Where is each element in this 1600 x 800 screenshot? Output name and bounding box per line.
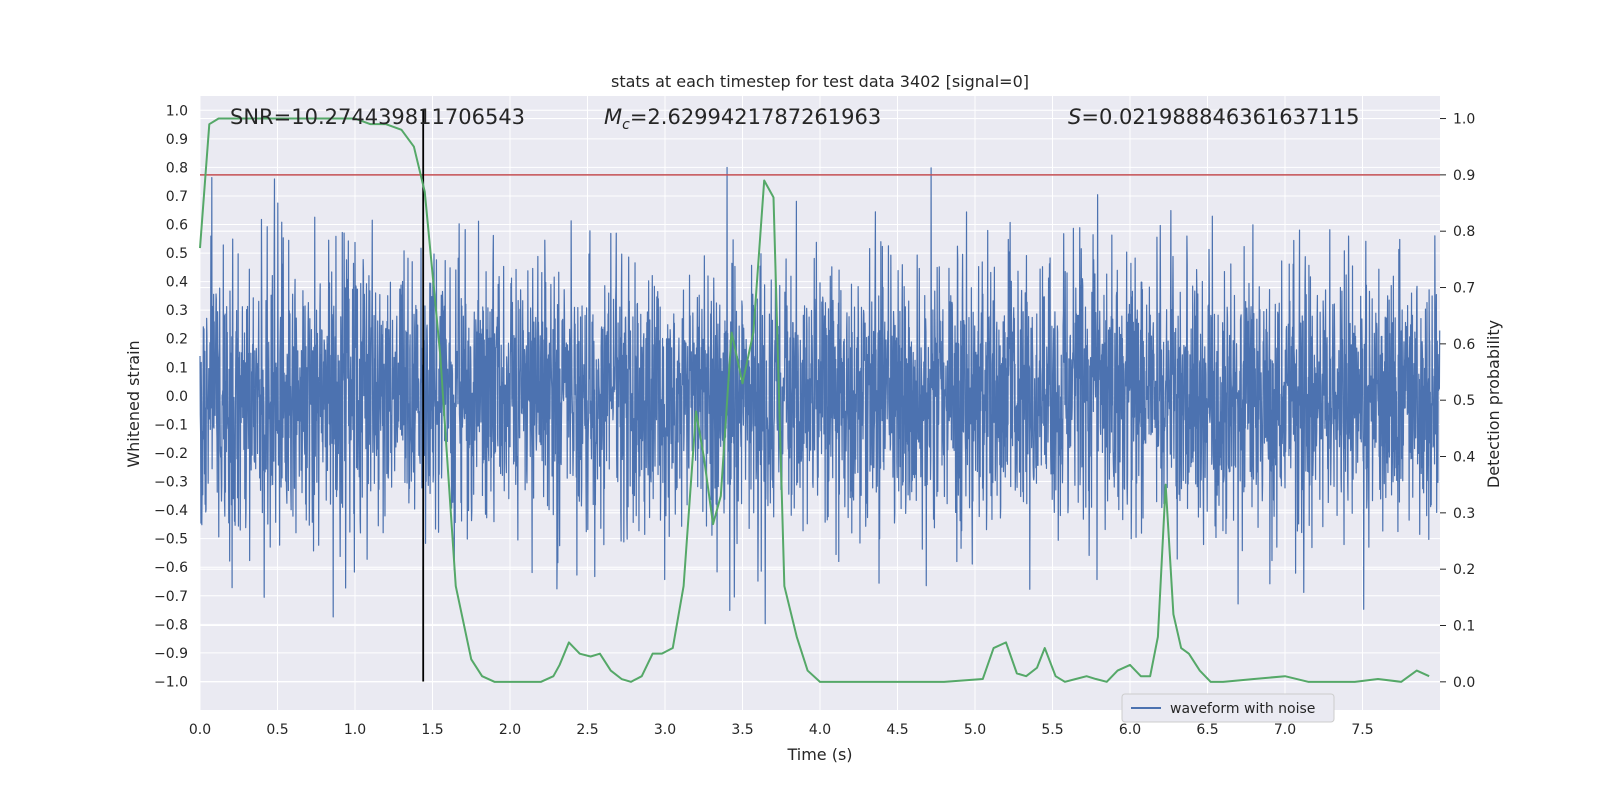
y-tick-label: 0.6: [166, 218, 188, 234]
x-tick-label: 3.5: [731, 722, 753, 738]
y-tick-label: 0.7: [166, 189, 188, 205]
y-tick-label: −0.7: [154, 589, 188, 605]
y-tick-label: 0.8: [166, 160, 188, 176]
y-right-tick-label: 0.0: [1453, 675, 1475, 691]
chirp-mass-value: =2.6299421787261963: [630, 105, 881, 129]
y-axis-label: Whitened strain: [124, 340, 143, 467]
y-tick-label: −0.4: [154, 503, 188, 519]
x-tick-label: 7.5: [1351, 722, 1373, 738]
legend-entry-waveform: waveform with noise: [1170, 701, 1315, 717]
x-tick-label: 4.0: [809, 722, 831, 738]
s-annotation: S=0.021988846361637115: [1068, 105, 1359, 129]
y-right-tick-label: 0.5: [1453, 393, 1475, 409]
y-right-tick-label: 0.4: [1453, 450, 1475, 466]
y-tick-label: 0.1: [166, 360, 188, 376]
x-tick-label: 5.0: [964, 722, 986, 738]
y-axis-right-label: Detection probability: [1484, 320, 1503, 488]
y-right-tick-label: 1.0: [1453, 112, 1475, 128]
y-tick-label: −0.8: [154, 617, 188, 633]
x-tick-label: 0.0: [189, 722, 211, 738]
y-tick-label: 1.0: [166, 103, 188, 119]
x-tick-label: 0.5: [266, 722, 288, 738]
chirp-mass-subscript: c: [622, 117, 630, 133]
detection-probability-line: [199, 117, 1430, 683]
y-right-tick-label: 0.7: [1453, 281, 1475, 297]
y-tick-label: −0.1: [154, 417, 188, 433]
y-tick-label: 0.2: [166, 332, 188, 348]
chart-title: stats at each timestep for test data 340…: [611, 72, 1029, 91]
axes: 0.0 0.5 1.0 1.5 2.0 2.5 3.0 3.5 4.0 4.5 5.0 5.5 6.0 6…: [154, 103, 1475, 738]
x-tick-label: 6.5: [1196, 722, 1218, 738]
y-tick-label: −0.3: [154, 475, 188, 491]
x-tick-label: 5.5: [1041, 722, 1063, 738]
legend: waveform with noise: [1121, 693, 1335, 723]
y-tick-label: 0.5: [166, 246, 188, 262]
overlay-layer: [199, 110, 1440, 683]
x-axis-label: Time (s): [786, 745, 852, 764]
y-tick-label: −0.2: [154, 446, 188, 462]
x-tick-label: 1.0: [344, 722, 366, 738]
waveform-with-noise-line: [199, 166, 1441, 625]
x-tick-label: 1.5: [421, 722, 443, 738]
x-tick-label: 2.5: [576, 722, 598, 738]
x-tick-label: 4.5: [886, 722, 908, 738]
y-right-tick-label: 0.8: [1453, 224, 1475, 240]
y-tick-label: −0.5: [154, 532, 188, 548]
s-symbol: S: [1068, 105, 1081, 129]
y-right-tick-label: 0.2: [1453, 562, 1475, 578]
x-tick-label: 7.0: [1274, 722, 1296, 738]
s-value: =0.021988846361637115: [1081, 105, 1359, 129]
y-right-tick-label: 0.9: [1453, 168, 1475, 184]
snr-annotation: SNR=10.274439811706543: [230, 105, 525, 129]
y-tick-label: 0.4: [166, 275, 188, 291]
y-tick-label: −0.6: [154, 560, 188, 576]
y-right-tick-label: 0.6: [1453, 337, 1475, 353]
y-tick-label: 0.9: [166, 132, 188, 148]
x-tick-label: 3.0: [654, 722, 676, 738]
legend-box: [1121, 693, 1335, 723]
y-right-tick-label: 0.1: [1453, 619, 1475, 635]
x-tick-label: 6.0: [1119, 722, 1141, 738]
y-tick-label: −1.0: [154, 674, 188, 690]
y-tick-label: 0.3: [166, 303, 188, 319]
y-right-tick-label: 0.3: [1453, 506, 1475, 522]
y-tick-label: −0.9: [154, 646, 188, 662]
y-tick-label: 0.0: [166, 389, 188, 405]
x-tick-label: 2.0: [499, 722, 521, 738]
chirp-mass-annotation: Mc=2.6299421787261963: [604, 105, 881, 133]
chirp-mass-symbol: M: [604, 105, 622, 129]
waveform-layer: [199, 166, 1441, 625]
